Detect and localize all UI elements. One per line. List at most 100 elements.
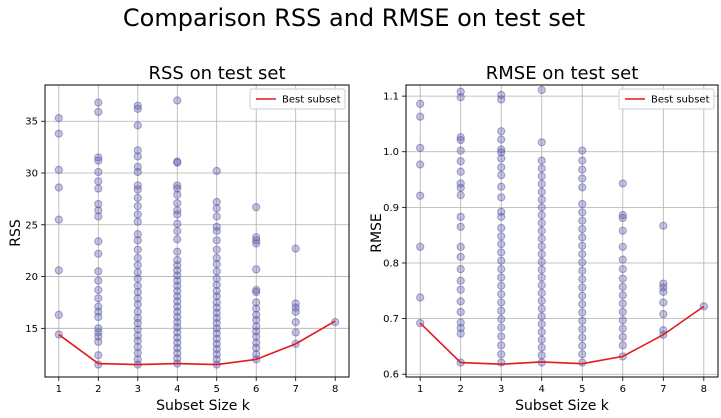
rmse-point-k2-5 [456,297,465,306]
rmse-point-k6-3 [618,324,627,333]
rmse-point-k5-5 [578,316,587,325]
rmse-point-k5-6 [578,308,587,317]
rmse-point-k6-7 [618,291,627,300]
rmse-point-k2-16 [456,167,465,176]
rss-point-k3-14 [133,274,142,283]
rmse-panel: RMSE on test set Subset Size k RMSE 1 2 3 4… [369,63,719,414]
rmse-point-k4-2 [537,343,546,352]
rmse-point-k2-12 [456,212,465,221]
rss-point-k2-3 [94,332,103,341]
rmse-point-k2-6 [456,285,465,294]
rmse-point-k6-4 [618,316,627,325]
rmse-point-k6-15 [618,211,627,220]
rss-point-k4-22 [173,235,182,244]
rss-point-k2-15 [94,212,103,221]
rmse-point-k4-22 [537,187,546,196]
rmse-point-k1-7 [416,99,425,109]
rss-point-k1-6 [54,129,63,138]
rmse-point-k3-10 [497,273,506,282]
rmse-ytick-label-0_7: 0.7 [383,314,399,325]
rss-point-k3-30 [133,146,142,155]
rmse-point-k6-10 [618,264,627,274]
rss-point-k4-25 [173,210,182,219]
rss-point-k2-8 [94,302,103,311]
rss-xtick-label-8: 8 [332,384,338,395]
rmse-point-k5-11 [578,266,587,275]
rss-point-k3-1 [133,355,142,364]
rmse-point-k2-13 [456,191,465,200]
rss-panel: RSS on test set Subset Size k RSS 1 2 3 4 5 6… [8,63,350,414]
rss-point-k5-24 [212,212,221,221]
rss-point-k3-3 [133,342,142,352]
rss-point-k5-15 [212,280,221,289]
rmse-point-k3-14 [497,239,506,249]
rmse-point-k4-27 [537,138,546,147]
rmse-point-k3-29 [497,90,506,100]
rmse-point-k3-25 [497,145,506,154]
rss-point-k4-24 [173,219,182,228]
rmse-point-k7-3 [659,298,668,307]
rmse-point-k5-18 [578,208,587,217]
rmse-point-k1-3 [416,191,425,200]
rss-point-k2-14 [94,237,103,246]
rss-point-k5-20 [212,245,221,254]
rss-point-k7-2 [291,318,300,327]
rmse-point-k4-25 [537,164,546,173]
rmse-point-k3-19 [497,193,506,202]
rss-point-k2-16 [94,206,103,215]
rmse-point-k3-5 [497,315,506,324]
rmse-chart-title: RMSE on test set [486,63,639,84]
rmse-ytick-label-0_8: 0.8 [383,258,399,269]
rss-point-k2-19 [94,177,103,186]
rmse-point-k4-12 [537,265,546,274]
rmse-point-k4-17 [537,226,546,235]
rmse-point-k4-18 [537,218,546,228]
rss-point-k3-5 [133,331,142,340]
rmse-point-k3-24 [497,148,506,157]
rmse-point-k6-9 [618,274,627,283]
rss-point-k5-16 [212,274,221,283]
rmse-point-k2-18 [456,146,465,155]
rss-xtick-label-3: 3 [135,384,141,395]
rss-point-k2-12 [94,267,103,276]
rmse-point-k2-22 [456,87,465,96]
rss-point-k5-27 [212,166,221,176]
rmse-point-k7-4 [659,287,668,297]
rmse-point-k3-28 [497,95,506,104]
rss-point-k3-29 [133,152,142,161]
rss-point-k4-20 [173,255,182,265]
rmse-point-k4-1 [537,351,546,360]
rmse-point-k5-7 [578,300,587,309]
rmse-best-subset-line [419,305,705,366]
rss-point-k5-19 [212,253,221,263]
rmse-point-k6-16 [618,179,627,188]
rmse-point-k2-3 [456,318,465,327]
rss-point-k2-11 [94,276,103,285]
rss-point-k1-2 [54,266,63,275]
rmse-point-k3-4 [497,323,506,332]
rmse-point-k1-1 [416,293,425,302]
rss-point-k6-3 [252,338,261,347]
rmse-xtick-label-8: 8 [701,384,707,395]
rmse-point-k4-8 [537,296,546,305]
rss-point-k3-22 [133,210,142,219]
rss-ytick-label-15: 15 [25,324,38,335]
rss-point-k1-7 [54,114,63,123]
rmse-x-axis-label: Subset Size k [515,398,610,414]
rss-ytick-label-30: 30 [25,169,38,180]
rmse-point-k4-28 [537,85,546,95]
rss-point-k5-23 [212,222,221,231]
rmse-xtick-label-4: 4 [539,384,545,395]
rss-point-k6-12 [252,285,261,295]
rmse-xtick-label-1: 1 [417,384,423,395]
rmse-point-k5-9 [578,283,587,292]
rmse-point-k5-14 [578,241,587,250]
rmse-point-k3-11 [497,264,506,274]
rss-point-k3-2 [133,349,142,358]
rmse-point-k4-9 [537,288,546,298]
rmse-point-k5-16 [578,224,587,234]
rmse-point-k3-3 [497,332,506,341]
rss-point-k6-10 [252,298,261,307]
rmse-point-k7-6 [659,279,668,288]
